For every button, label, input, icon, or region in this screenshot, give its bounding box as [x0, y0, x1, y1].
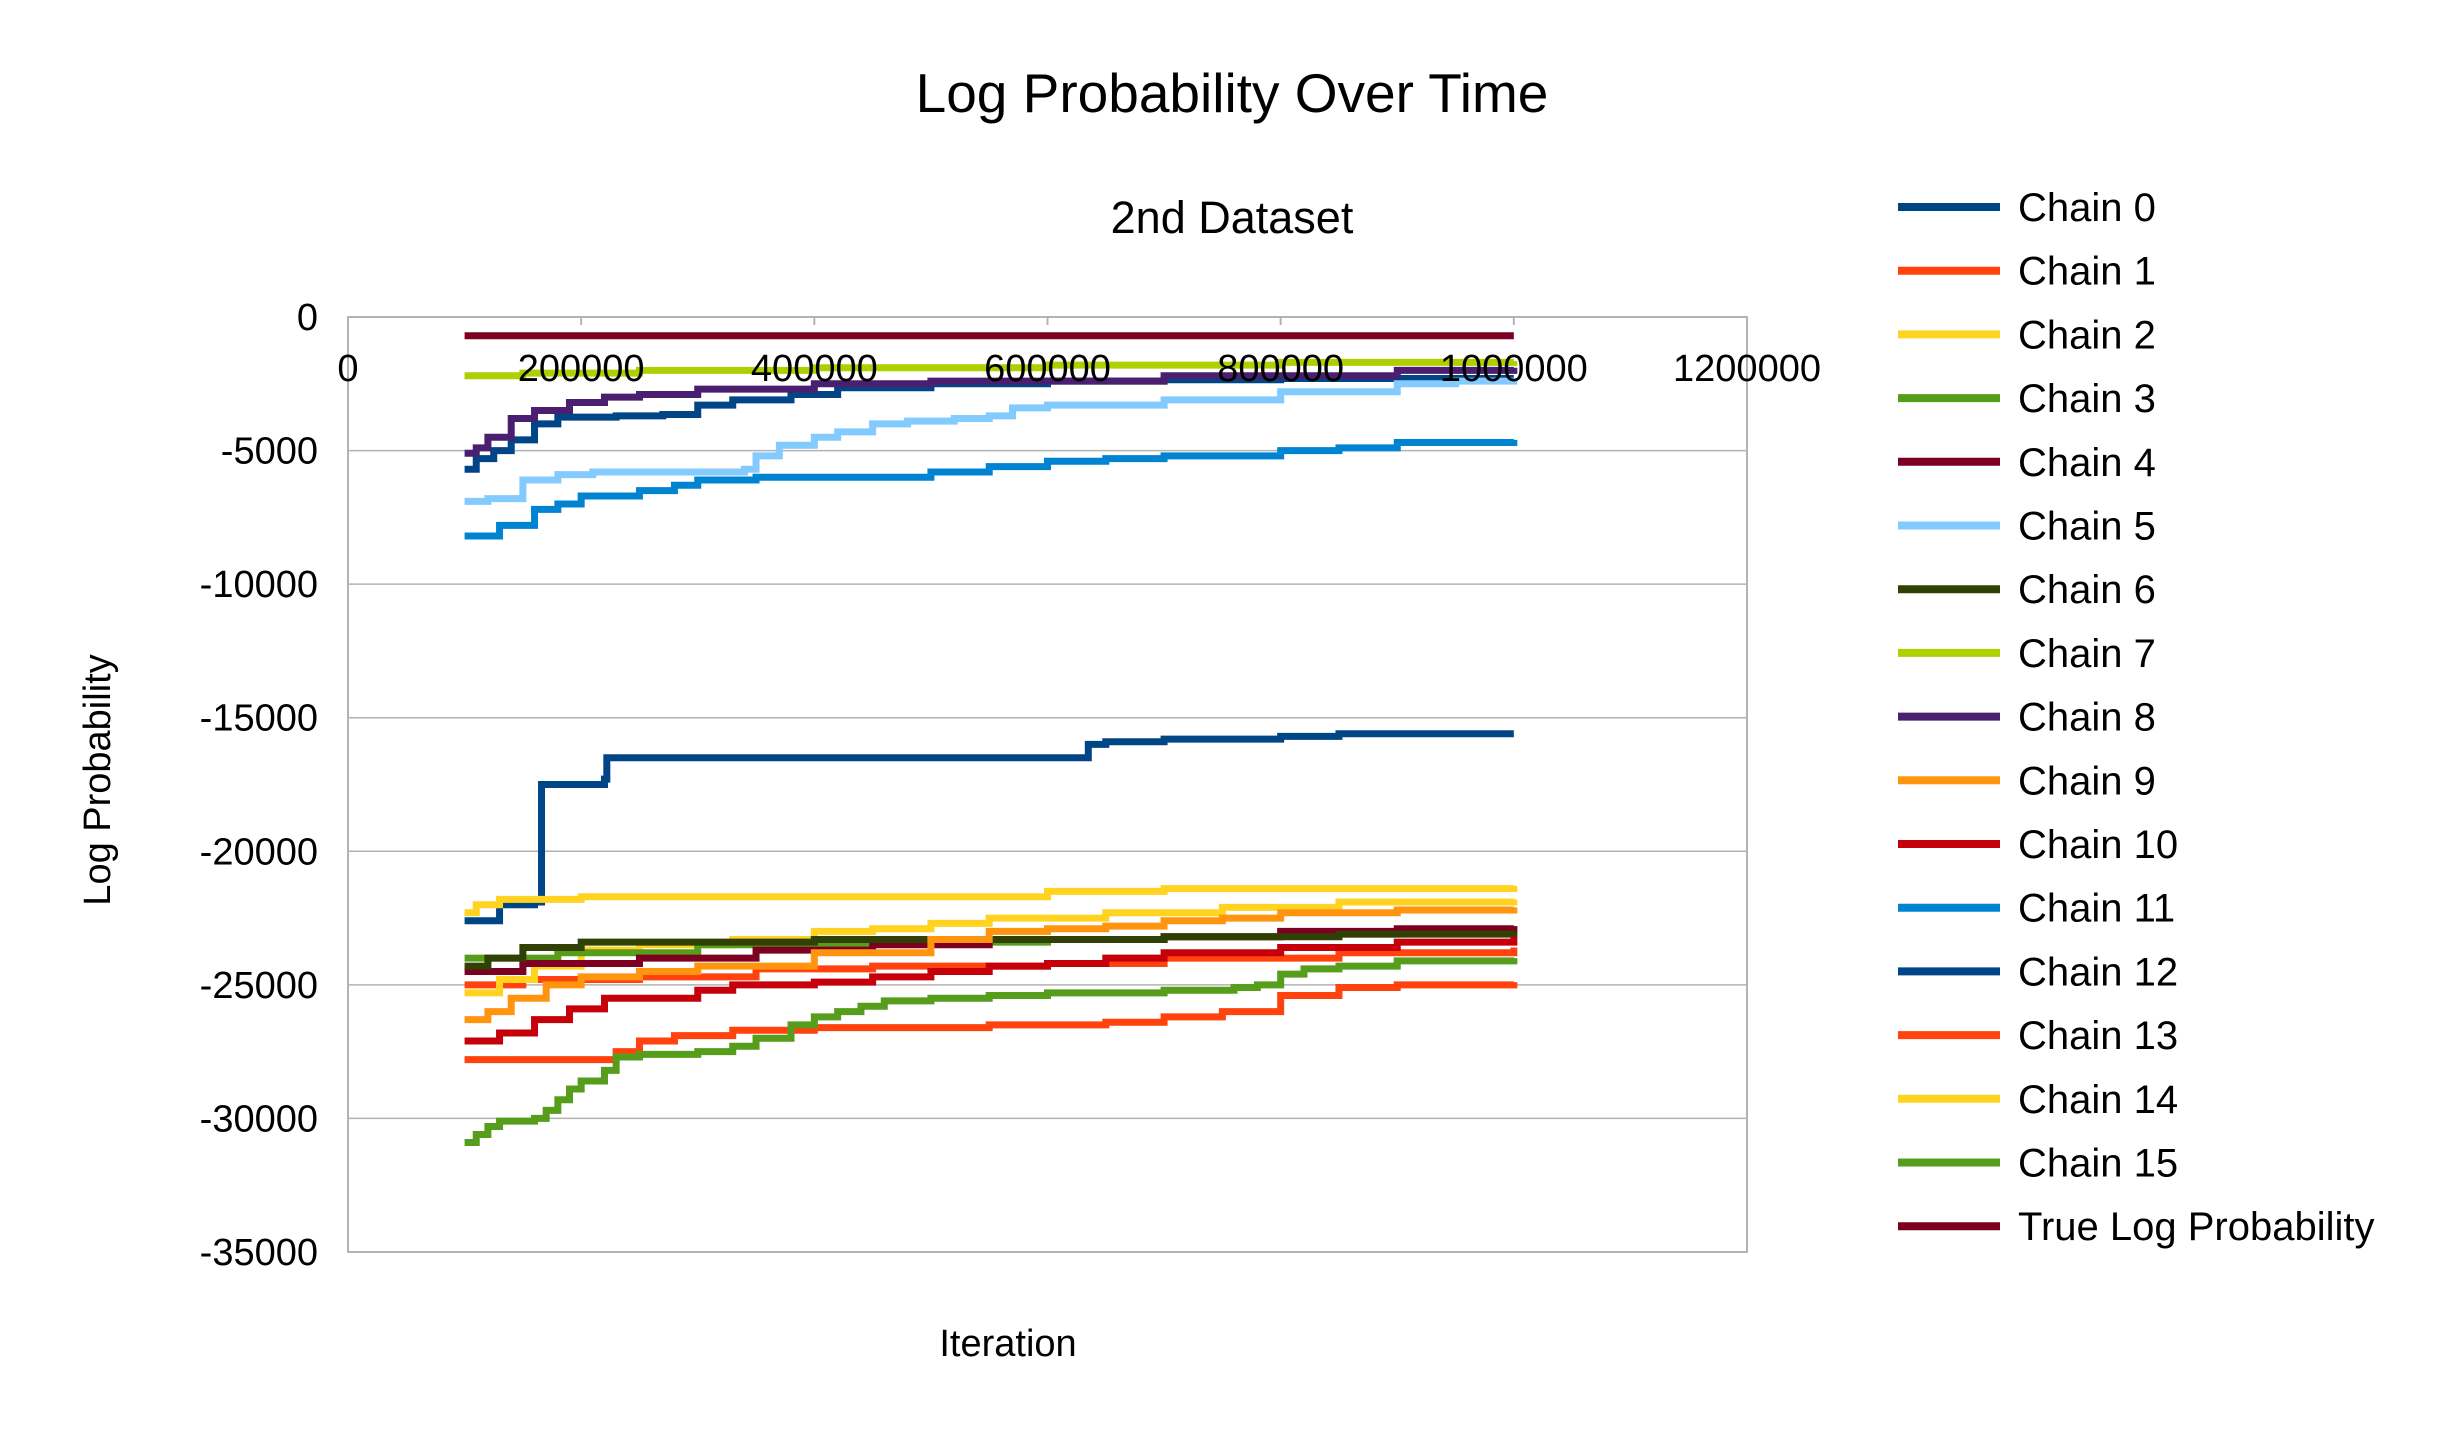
legend-item-chain-12: Chain 12: [1898, 950, 2178, 994]
legend-item-chain-9: Chain 9: [1898, 759, 2156, 803]
tick-labels: 0 200000 400000 600000 800000 1000000 1200000 0…: [200, 297, 1821, 1274]
legend-label: Chain 1: [2018, 250, 2156, 294]
y-tick-label: 0: [297, 297, 318, 339]
legend-label: Chain 12: [2018, 950, 2178, 994]
legend-label: Chain 11: [2018, 887, 2175, 931]
legend-item-chain-11: Chain 11: [1898, 887, 2175, 931]
y-tick-label: -25000: [200, 965, 318, 1007]
x-tick-label: 0: [337, 348, 358, 390]
x-tick-label: 200000: [518, 348, 645, 390]
legend-label: Chain 15: [2018, 1142, 2178, 1186]
y-tick-label: -5000: [221, 431, 318, 473]
legend-label: Chain 3: [2018, 377, 2156, 421]
legend-label: Chain 4: [2018, 441, 2156, 485]
legend-label: Chain 9: [2018, 759, 2156, 803]
legend-item-chain-1: Chain 1: [1898, 250, 2156, 294]
legend-label: Chain 14: [2018, 1078, 2178, 1122]
legend-label: Chain 5: [2018, 505, 2156, 549]
x-tick-label: 1000000: [1440, 348, 1588, 390]
legend-label: Chain 0: [2018, 186, 2156, 230]
legend-label: Chain 13: [2018, 1014, 2178, 1058]
x-tick-label: 800000: [1217, 348, 1344, 390]
x-tick-label: 400000: [751, 348, 878, 390]
y-tick-label: -20000: [200, 831, 318, 873]
x-tick-label: 1200000: [1673, 348, 1821, 390]
y-axis-label: Log Probability: [77, 654, 119, 905]
legend-item-chain-14: Chain 14: [1898, 1078, 2178, 1122]
legend-item-chain-6: Chain 6: [1898, 568, 2156, 612]
legend-label: Chain 8: [2018, 696, 2156, 740]
chart-title: Log Probability Over Time: [916, 62, 1549, 124]
series-line-chain-12: [464, 730, 1514, 925]
series-line-chain-10: [464, 936, 1518, 1045]
legend-item-chain-3: Chain 3: [1898, 377, 2156, 421]
legend-label: Chain 2: [2018, 313, 2156, 357]
legend-label: Chain 7: [2018, 632, 2156, 676]
chart-subtitle: 2nd Dataset: [1111, 192, 1354, 243]
y-tick-label: -10000: [200, 564, 318, 606]
legend-item-chain-5: Chain 5: [1898, 505, 2156, 549]
y-tick-label: -15000: [200, 698, 318, 740]
series-line-chain-8: [464, 366, 1518, 457]
legend-item-chain-13: Chain 13: [1898, 1014, 2178, 1058]
series-line-chain-6: [464, 930, 1518, 970]
series-line-chain-9: [464, 906, 1518, 1024]
legend-item-chain-15: Chain 15: [1898, 1142, 2178, 1186]
x-tick-label: 600000: [984, 348, 1111, 390]
series-line-chain-14: [464, 885, 1518, 917]
legend-item-chain-10: Chain 10: [1898, 823, 2178, 867]
series-line-chain-11: [464, 439, 1518, 540]
legend-label: Chain 10: [2018, 823, 2178, 867]
y-tick-label: -35000: [200, 1232, 318, 1274]
series-line-chain-15: [464, 957, 1518, 1146]
series-line-chain-13: [464, 981, 1518, 1064]
legend-item-true-log-probability: True Log Probability: [1898, 1205, 2374, 1249]
legend-item-chain-7: Chain 7: [1898, 632, 2156, 676]
y-tick-label: -30000: [200, 1098, 318, 1140]
legend-label: True Log Probability: [2018, 1205, 2374, 1249]
legend: Chain 0 Chain 1 Chain 2 Chain 3 Chain 4 Chain…: [1898, 186, 2374, 1249]
x-axis-label: Iteration: [939, 1323, 1076, 1365]
legend-item-chain-4: Chain 4: [1898, 441, 2156, 485]
series-lines: [464, 332, 1518, 1146]
series-line-chain-7: [464, 358, 1518, 380]
legend-item-chain-2: Chain 2: [1898, 313, 2156, 357]
legend-label: Chain 6: [2018, 568, 2156, 612]
legend-item-chain-8: Chain 8: [1898, 696, 2156, 740]
series-line-chain-5: [464, 377, 1518, 505]
legend-item-chain-0: Chain 0: [1898, 186, 2156, 230]
